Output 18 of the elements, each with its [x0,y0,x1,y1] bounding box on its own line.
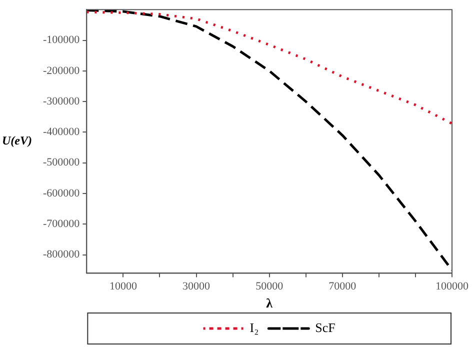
y-tick-label: -400000 [42,126,80,138]
y-tick-label: -600000 [42,187,80,200]
y-axis-title: U(eV) [2,133,32,148]
y-tick-label: -500000 [42,156,80,169]
x-axis-title: λ [266,296,274,311]
x-tick-label: 50000 [256,280,284,293]
line-series [86,10,452,125]
y-tick-label: -200000 [42,64,80,77]
y-tick-label: -100000 [42,34,80,46]
x-tick-label: 100000 [436,280,469,293]
legend-label: I₂ [250,320,259,335]
x-tick-label: 30000 [182,280,211,293]
x-tick-label: 70000 [328,280,357,293]
y-tick-label: -800000 [42,248,80,261]
legend-label: ScF [315,320,336,335]
y-tick-label: -300000 [42,95,80,108]
x-tick-label: 10000 [109,280,138,293]
y-tick-label: -700000 [42,218,80,230]
